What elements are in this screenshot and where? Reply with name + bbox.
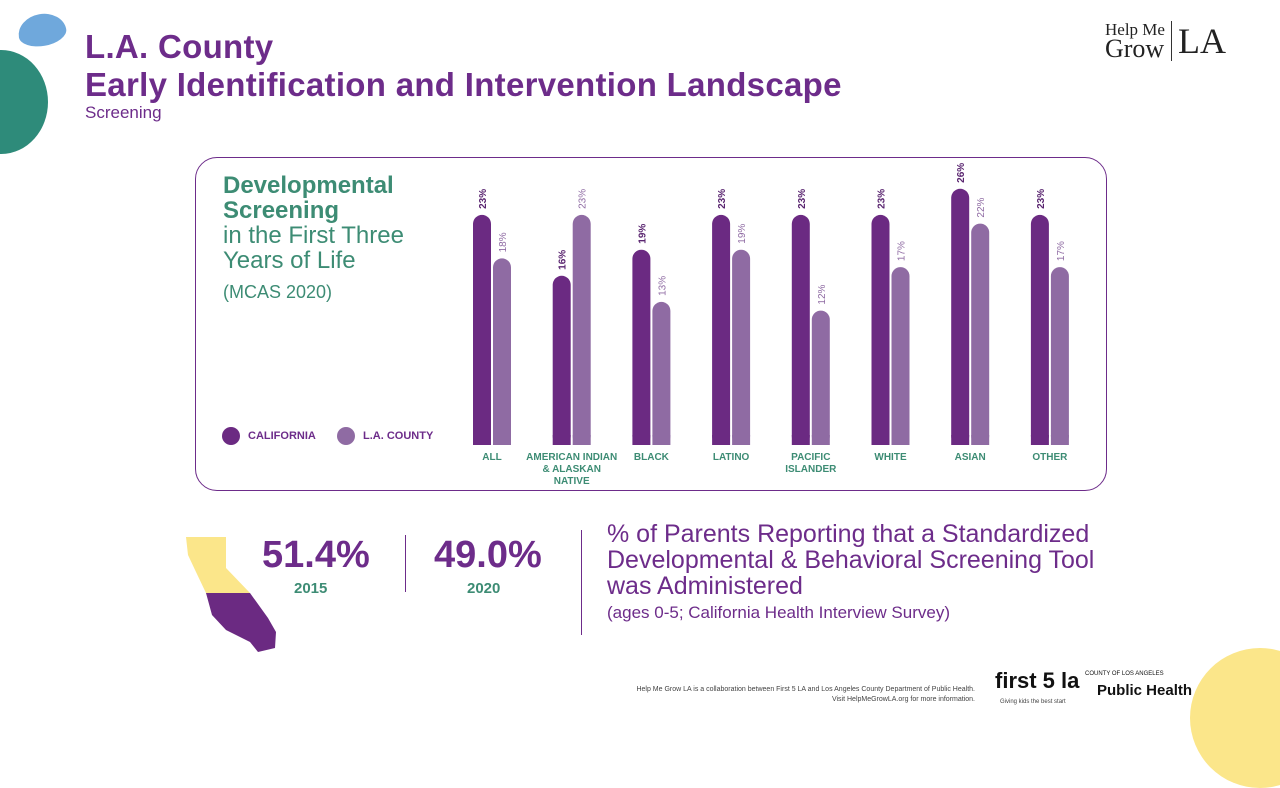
chart-title-rest: in the First Three Years of Life — [223, 222, 404, 274]
category-label: & ALASKAN — [542, 464, 601, 475]
first5la-tagline: Giving kids the best start — [1000, 699, 1066, 705]
bar-l-a-county-4 — [811, 310, 830, 445]
bar-base — [473, 435, 491, 445]
stat-source: (ages 0-5; California Health Interview S… — [607, 603, 950, 622]
bar-base — [712, 435, 731, 445]
bar-l-a-county-1 — [572, 214, 591, 445]
bar-l-a-county-0 — [493, 258, 511, 445]
bar-base — [732, 435, 751, 445]
page-title: L.A. County — [85, 28, 274, 65]
bar-california-1 — [552, 275, 571, 445]
stat-year-2015: 2015 — [294, 580, 328, 597]
page-subtitle: Screening — [85, 103, 162, 122]
data-label: 22% — [976, 197, 987, 217]
data-label: 17% — [1056, 241, 1067, 261]
category-label: PACIFIC — [791, 452, 830, 463]
public-health-logo-top: COUNTY OF LOS ANGELES — [1085, 671, 1164, 677]
bar-base — [871, 435, 890, 445]
bar-chart: 23% 18% ALL 16% 23% AMERICAN INDIAN& ALASKANN… — [473, 163, 1069, 487]
data-label: 23% — [1036, 189, 1047, 209]
footer-text: Help Me Grow LA is a collaboration betwe… — [520, 685, 975, 705]
page-title-line2: Early Identification and Intervention La… — [85, 66, 842, 103]
data-label: 23% — [717, 189, 728, 209]
category-label: WHITE — [874, 452, 907, 463]
data-label: 17% — [897, 241, 908, 261]
legend-swatch — [222, 427, 240, 445]
bar-base — [791, 435, 810, 445]
bar-base — [811, 435, 830, 445]
bar-base — [493, 435, 511, 445]
category-label: AMERICAN INDIAN — [526, 452, 617, 463]
data-label: 19% — [637, 224, 648, 244]
bar-base — [951, 435, 970, 445]
bar-base — [632, 435, 651, 445]
bar-base — [971, 435, 990, 445]
bar-l-a-county-2 — [652, 301, 671, 445]
bar-base — [652, 435, 671, 445]
bar-california-0 — [473, 214, 491, 445]
chart-title-bold: Developmental Screening — [223, 172, 394, 224]
legend-label: L.A. COUNTY — [363, 430, 434, 442]
stat-value-2015: 51.4% — [262, 534, 370, 576]
first5la-logo: first 5 la — [995, 668, 1080, 693]
data-label: 23% — [877, 189, 888, 209]
help-me-grow-logo: Help Me Grow LA — [1105, 20, 1226, 63]
stat-description: % of Parents Reporting that a Standardiz… — [607, 520, 1095, 600]
bar-l-a-county-5 — [891, 267, 910, 445]
bar-l-a-county-6 — [971, 223, 990, 445]
stat-year-2020: 2020 — [467, 580, 501, 597]
bar-california-5 — [871, 214, 890, 445]
data-label: 23% — [478, 189, 489, 209]
bar-base — [552, 435, 571, 445]
divider — [405, 535, 406, 592]
data-label: 26% — [956, 163, 967, 183]
bar-base — [891, 435, 910, 445]
legend-swatch — [337, 427, 355, 445]
data-label: 16% — [558, 250, 569, 270]
data-label: 18% — [498, 232, 509, 252]
legend-label: CALIFORNIA — [248, 430, 316, 442]
category-label: ASIAN — [955, 452, 986, 463]
bar-california-6 — [951, 188, 970, 446]
data-label: 12% — [817, 284, 828, 304]
category-label: ISLANDER — [785, 464, 837, 475]
public-health-logo: Public Health — [1097, 682, 1193, 699]
data-label: 13% — [657, 276, 668, 296]
footer-line2: Visit HelpMeGrowLA.org for more informat… — [831, 696, 975, 703]
bar-base — [1050, 435, 1069, 445]
category-label: LATINO — [713, 452, 750, 463]
bar-california-2 — [632, 249, 651, 445]
divider — [581, 530, 582, 635]
bar-l-a-county-3 — [732, 249, 751, 445]
chart-title: Developmental Screening in the First Thr… — [223, 173, 433, 273]
bar-base — [1030, 435, 1049, 445]
category-label: OTHER — [1032, 452, 1068, 463]
legend-la-county: L.A. COUNTY — [337, 427, 433, 445]
chart-note: (MCAS 2020) — [223, 282, 333, 302]
footer-line1: Help Me Grow LA is a collaboration betwe… — [636, 686, 975, 693]
california-map-icon — [186, 537, 276, 652]
data-label: 23% — [797, 189, 808, 209]
bar-california-3 — [712, 214, 731, 445]
bar-base — [572, 435, 591, 445]
category-label: NATIVE — [554, 476, 590, 487]
stat-value-2020: 49.0% — [434, 534, 542, 576]
bar-california-7 — [1030, 214, 1049, 445]
data-label: 19% — [737, 224, 748, 244]
data-label: 23% — [578, 189, 589, 209]
category-label: ALL — [482, 452, 501, 463]
category-label: BLACK — [634, 452, 670, 463]
chart-panel — [195, 157, 1107, 491]
bar-california-4 — [791, 214, 810, 445]
legend-california: CALIFORNIA — [222, 427, 316, 445]
bar-l-a-county-7 — [1050, 267, 1069, 445]
